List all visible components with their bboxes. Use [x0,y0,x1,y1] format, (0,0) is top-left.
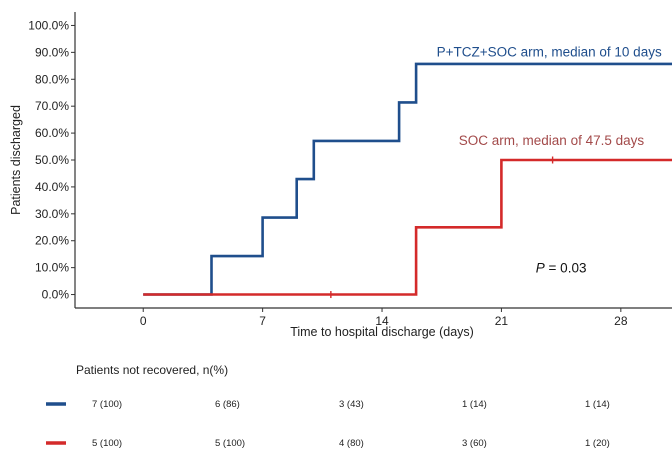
y-tick-label: 30.0% [35,207,69,221]
risk-table: 7 (100) 6 (86) 3 (43) 1 (14) 1 (14) 5 (100) 5 … [46,399,610,449]
p-value-annotation: P = 0.03 [536,261,587,276]
y-tick-labels: 0.0% 10.0% 20.0% 30.0% 40.0% 50.0% 60.0% 70.0% 8… [28,18,75,302]
risk-cell: 6 (86) [215,399,240,410]
x-tick-label: 14 [375,314,389,328]
p-value-symbol: P [536,261,545,276]
risk-cell: 1 (14) [585,399,610,410]
y-tick-label: 40.0% [35,180,69,194]
x-tick-label: 28 [614,314,628,328]
x-tick-label: 7 [259,314,266,328]
y-tick-label: 100.0% [28,18,69,32]
y-axis-title: Patients discharged [9,105,23,215]
series-label-2: SOC arm, median of 47.5 days [459,133,645,148]
risk-cell: 3 (60) [462,438,487,449]
series-lines [143,62,672,299]
x-tick-label: 0 [140,314,147,328]
risk-cell: 1 (20) [585,438,610,449]
p-value-text: = 0.03 [545,261,587,276]
y-tick-label: 70.0% [35,99,69,113]
risk-cell: 4 (80) [339,438,364,449]
x-tick-label: 21 [495,314,509,328]
risk-cell: 1 (14) [462,399,487,410]
series-line-2 [143,158,672,296]
risk-cell: 5 (100) [215,438,245,449]
risk-cell: 3 (43) [339,399,364,410]
risk-cell: 7 (100) [92,399,122,410]
y-tick-label: 20.0% [35,234,69,248]
x-tick-labels: 0 7 14 21 28 [140,308,628,328]
series-labels: P+TCZ+SOC arm, median of 10 days SOC arm,… [437,44,662,148]
x-axis-title: Time to hospital discharge (days) [290,325,474,339]
y-tick-label: 80.0% [35,72,69,86]
series-line-1 [143,62,672,296]
annotations: P = 0.03 [536,261,587,276]
risk-cell: 5 (100) [92,438,122,449]
y-tick-label: 0.0% [42,288,70,302]
risk-table-title: Patients not recovered, n(%) [76,363,228,377]
y-tick-label: 90.0% [35,45,69,59]
y-tick-label: 10.0% [35,261,69,275]
y-tick-label: 50.0% [35,153,69,167]
series-label-1: P+TCZ+SOC arm, median of 10 days [437,44,662,59]
y-tick-label: 60.0% [35,126,69,140]
